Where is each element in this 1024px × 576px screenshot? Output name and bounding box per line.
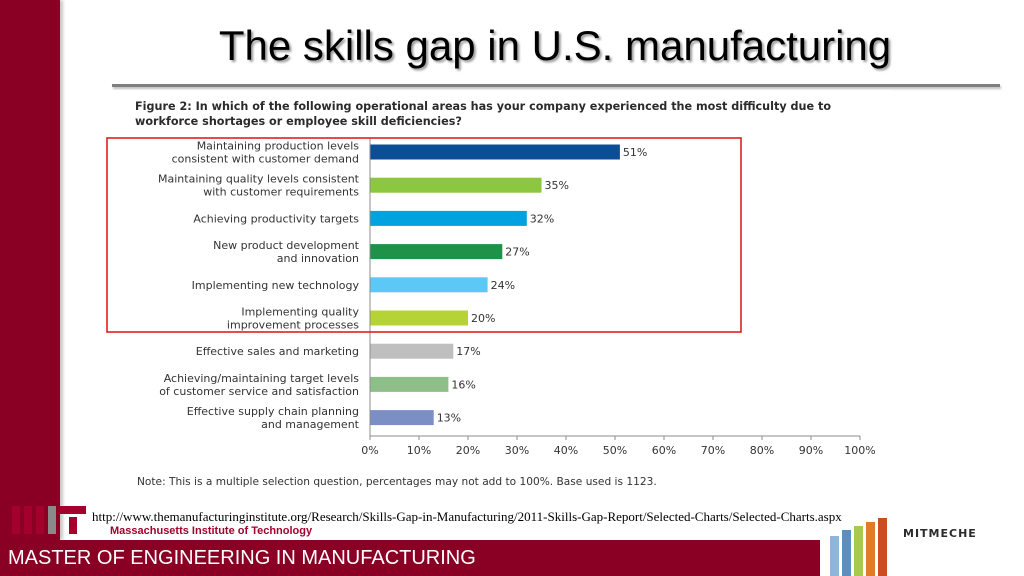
title-underline (112, 84, 1000, 87)
bar (370, 144, 620, 160)
figure-note: Note: This is a multiple selection quest… (137, 476, 657, 488)
bar-value-label: 13% (437, 412, 461, 425)
left-accent-bar (0, 0, 60, 540)
bar-value-label: 35% (545, 179, 569, 192)
bar-value-label: 51% (623, 146, 647, 159)
x-tick-label: 10% (407, 444, 431, 457)
category-label: of customer service and satisfaction (159, 385, 359, 398)
bar-value-label: 17% (456, 345, 480, 358)
bar-value-label: 16% (451, 378, 475, 391)
bar-value-label: 24% (491, 279, 515, 292)
chart-layer: 51% Maintaining production levelsconsiste… (106, 137, 876, 457)
bar-value-label: 27% (505, 246, 529, 259)
x-tick-label: 30% (505, 444, 529, 457)
x-tick-label: 20% (456, 444, 480, 457)
bar (370, 210, 527, 226)
highlight-box (106, 137, 742, 333)
mit-logo (12, 506, 86, 534)
institution-name: Massachusetts Institute of Technology (110, 525, 313, 537)
x-tick-label: 80% (750, 444, 774, 457)
figure-heading: Figure 2: In which of the following oper… (135, 100, 832, 128)
footer-bar (0, 540, 820, 576)
x-tick-label: 50% (603, 444, 627, 457)
category-label: New product development (213, 239, 360, 252)
x-tick-label: 0% (361, 444, 378, 457)
category-label: Achieving productivity targets (193, 212, 359, 225)
x-tick-label: 100% (844, 444, 875, 457)
source-url[interactable]: http://www.themanufacturinginstitute.org… (92, 509, 842, 524)
category-label: Maintaining quality levels consistent (158, 173, 360, 186)
x-tick-label: 60% (652, 444, 676, 457)
bar (370, 343, 454, 359)
category-label: Implementing new technology (192, 279, 360, 292)
bar (370, 177, 542, 193)
category-label: Implementing quality (241, 306, 359, 319)
bar (370, 310, 468, 326)
bar-value-label: 20% (471, 312, 495, 325)
x-tick-label: 70% (701, 444, 725, 457)
category-label: Achieving/maintaining target levels (164, 372, 360, 385)
x-tick-label: 90% (799, 444, 823, 457)
slide-title: The skills gap in U.S. manufacturing (218, 22, 892, 69)
program-title: MASTER OF ENGINEERING IN MANUFACTURING (8, 547, 476, 569)
mitmeche-logo (830, 518, 887, 576)
bar-value-label: 32% (530, 212, 554, 225)
category-label: consistent with customer demand (172, 153, 359, 166)
bar (370, 410, 434, 426)
category-label: with customer requirements (203, 186, 359, 199)
category-label: Effective supply chain planning (187, 405, 359, 418)
mitmeche-text: MITMECHE (903, 527, 977, 540)
category-label: improvement processes (227, 319, 359, 332)
category-label: Effective sales and marketing (196, 345, 359, 358)
category-label: Maintaining production levels (197, 140, 360, 153)
bar (370, 376, 449, 392)
category-label: and management (261, 418, 360, 431)
bar (370, 277, 488, 293)
x-tick-label: 40% (554, 444, 578, 457)
category-label: and innovation (277, 252, 359, 265)
bar (370, 244, 503, 260)
